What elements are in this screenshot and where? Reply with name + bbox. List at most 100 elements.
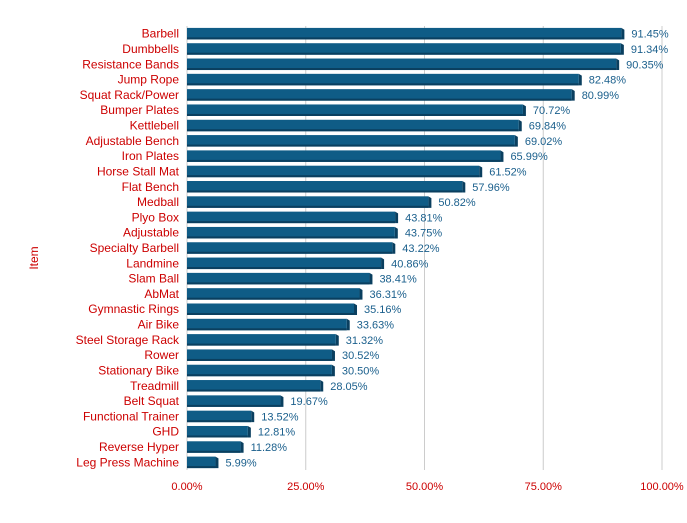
bar-shade: [187, 343, 336, 346]
bar-side: [514, 135, 518, 147]
category-label: Specialty Barbell: [90, 241, 179, 255]
category-label: Rower: [144, 348, 179, 362]
data-label: 43.75%: [405, 228, 443, 240]
x-axis-ticks: 0.00% 25.00% 50.00% 75.00% 100.00%: [171, 481, 684, 493]
bar-side: [251, 410, 255, 423]
x-tick-label: 75.00%: [525, 481, 563, 493]
data-label: 30.50%: [342, 365, 380, 377]
category-label: Functional Trainer: [83, 409, 179, 423]
bar-side: [518, 119, 522, 132]
bar-face: [187, 272, 370, 285]
data-label: 40.86%: [391, 258, 429, 270]
category-label: Horse Stall Mat: [97, 164, 180, 178]
data-label: 5.99%: [225, 457, 256, 469]
x-tick-label: 50.00%: [406, 481, 444, 493]
data-label: 69.84%: [529, 121, 567, 133]
x-tick-label: 0.00%: [171, 481, 202, 493]
bar-side: [500, 150, 504, 162]
data-label: 28.05%: [330, 381, 368, 393]
bar-shade: [187, 113, 523, 116]
category-label: Jump Rope: [118, 73, 180, 87]
bar-face: [187, 119, 519, 132]
bar-face: [187, 89, 572, 101]
bar-shade: [187, 374, 332, 377]
data-label: 36.31%: [369, 289, 407, 301]
bar-side: [462, 181, 466, 193]
bar-side: [335, 334, 339, 346]
x-tick-label: 25.00%: [287, 481, 325, 493]
bar-face: [187, 456, 216, 469]
category-label: Steel Storage Rack: [76, 333, 180, 347]
bar-side: [620, 43, 624, 55]
bar: [187, 43, 624, 55]
category-label: Treadmill: [130, 379, 179, 393]
data-label: 61.52%: [489, 166, 527, 178]
bar-face: [187, 364, 332, 377]
category-label: GHD: [152, 425, 179, 439]
category-label: Kettlebell: [130, 119, 179, 133]
data-label: 43.22%: [402, 243, 440, 255]
bar-side: [571, 89, 575, 101]
bar-shade: [187, 282, 370, 285]
bar: [187, 395, 284, 407]
bar-side: [621, 27, 625, 40]
data-label: 91.45%: [631, 29, 669, 41]
bar-face: [187, 165, 480, 178]
bar-shade: [187, 358, 332, 361]
category-label: Gymnastic Rings: [88, 302, 179, 316]
data-label: 31.32%: [346, 335, 384, 347]
bar: [187, 89, 575, 101]
bar-face: [187, 349, 332, 361]
bar: [187, 242, 396, 254]
bar: [187, 272, 373, 285]
category-label: Leg Press Machine: [76, 455, 179, 469]
bar-shade: [187, 389, 321, 392]
bar: [187, 211, 399, 224]
bar-side: [331, 349, 335, 361]
bar-shade: [187, 404, 281, 407]
bar: [187, 135, 518, 147]
category-label: Squat Rack/Power: [80, 88, 179, 102]
category-label: Reverse Hyper: [99, 440, 179, 454]
bar-face: [187, 135, 515, 147]
data-label: 82.48%: [589, 75, 627, 87]
data-label: 57.96%: [472, 182, 510, 194]
bar: [187, 364, 335, 377]
bar: [187, 165, 483, 178]
bar-side: [331, 364, 335, 377]
bar-shade: [187, 435, 248, 438]
bar-side: [522, 104, 526, 116]
bar: [187, 58, 620, 71]
bar-face: [187, 27, 622, 40]
bar: [187, 73, 582, 86]
bar-shade: [187, 312, 355, 315]
category-label: Adjustable Bench: [86, 134, 179, 148]
bar: [187, 456, 219, 469]
bar: [187, 150, 504, 162]
bar-face: [187, 318, 347, 331]
bar-shade: [187, 98, 572, 101]
bar-side: [578, 73, 582, 86]
category-label: AbMat: [144, 287, 179, 301]
bar-face: [187, 196, 429, 208]
bar-face: [187, 58, 617, 71]
bar-face: [187, 181, 463, 193]
bar-face: [187, 380, 321, 392]
bar-side: [215, 456, 219, 469]
bar-shade: [187, 175, 480, 178]
bar-side: [359, 288, 363, 300]
bar-face: [187, 257, 382, 270]
bar-shade: [187, 159, 501, 162]
data-label: 33.63%: [357, 320, 395, 332]
bar-shade: [187, 52, 621, 55]
bar: [187, 334, 339, 346]
bar: [187, 318, 350, 331]
bar-face: [187, 73, 579, 86]
bar-face: [187, 395, 281, 407]
bar-shade: [187, 144, 515, 147]
bar-side: [392, 242, 396, 254]
bar-side: [280, 395, 284, 407]
bar: [187, 441, 244, 453]
